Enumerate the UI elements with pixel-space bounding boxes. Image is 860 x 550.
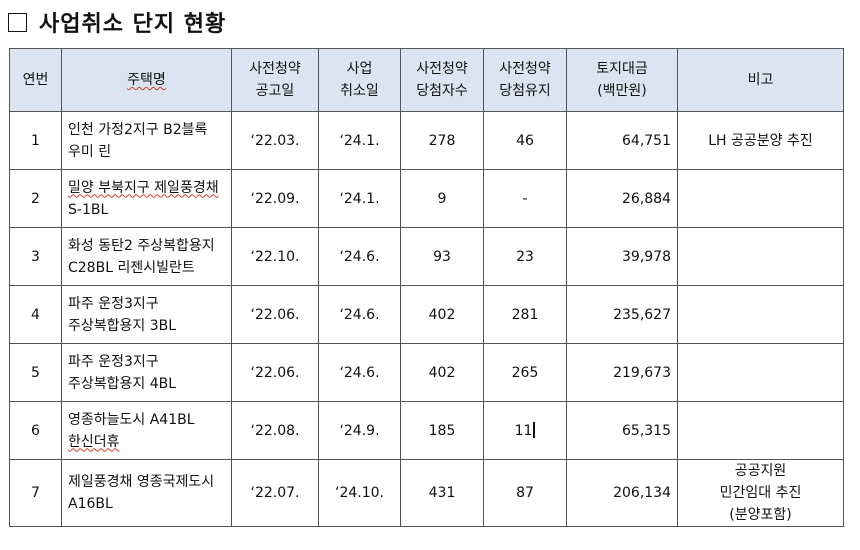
cell-announce: ‘22.07. [231,459,319,527]
cell-winners: 185 [400,401,484,460]
cell-winners: 431 [400,459,484,527]
cell-winners: 278 [400,111,484,170]
cell-no: 3 [9,227,62,286]
cell-cancel: ‘24.1. [318,169,401,228]
table-row: 3 화성 동탄2 주상복합용지 C28BL 리젠시빌란트 ‘22.10. ‘24… [9,227,844,286]
text-cursor-icon [533,421,536,438]
cell-announce: ‘22.06. [231,343,319,402]
header-winners: 사전청약 당첨자수 [400,48,484,112]
cell-note [677,227,844,286]
cell-cancel: ‘24.6. [318,227,401,286]
table-row: 7 제일풍경채 영종국제도시 A16BL ‘22.07. ‘24.10. 431… [9,459,844,527]
header-note: 비고 [677,48,844,112]
cell-note: LH 공공분양 추진 [677,111,844,170]
cell-note [677,343,844,402]
cell-land: 206,134 [566,459,678,527]
cell-announce: ‘22.08. [231,401,319,460]
cell-announce: ‘22.09. [231,169,319,228]
cell-kept: - [483,169,567,228]
header-land-price: 토지대금 (백만원) [566,48,678,112]
cell-no: 4 [9,285,62,344]
cell-cancel: ‘24.6. [318,285,401,344]
cell-kept: 265 [483,343,567,402]
cell-no: 2 [9,169,62,228]
cancelled-projects-table: 연번 주택명 사전청약 공고일 사업 취소일 사전청약 당첨자수 사전청약 당첨… [9,48,844,527]
cell-land: 219,673 [566,343,678,402]
cell-note: 공공지원 민간임대 추진 (분양포함) [677,459,844,527]
cell-name: 밀양 부북지구 제일풍경채 S-1BL [61,169,232,228]
checkbox-square-icon [8,12,27,32]
header-announce-date: 사전청약 공고일 [231,48,319,112]
cell-land: 235,627 [566,285,678,344]
cell-cancel: ‘24.10. [318,459,401,527]
table-header-row: 연번 주택명 사전청약 공고일 사업 취소일 사전청약 당첨자수 사전청약 당첨… [9,48,844,112]
cell-cancel: ‘24.1. [318,111,401,170]
table-row: 6 영종하늘도시 A41BL 한신더휴 ‘22.08. ‘24.9. 185 1… [9,401,844,460]
cell-kept: 23 [483,227,567,286]
table-row: 2 밀양 부북지구 제일풍경채 S-1BL ‘22.09. ‘24.1. 9 -… [9,169,844,228]
cell-land: 39,978 [566,227,678,286]
cell-note [677,285,844,344]
cell-no: 1 [9,111,62,170]
cell-announce: ‘22.10. [231,227,319,286]
cell-cancel: ‘24.9. [318,401,401,460]
header-name: 주택명 [61,48,232,112]
cell-winners: 402 [400,285,484,344]
cell-name: 인천 가정2지구 B2블록 우미 린 [61,111,232,170]
cell-announce: ‘22.03. [231,111,319,170]
cell-no: 6 [9,401,62,460]
cell-kept[interactable]: 11 [483,401,567,460]
cell-kept: 87 [483,459,567,527]
cell-name: 제일풍경채 영종국제도시 A16BL [61,459,232,527]
header-no: 연번 [9,48,62,112]
cell-no: 7 [9,459,62,527]
cell-winners: 93 [400,227,484,286]
cell-land: 64,751 [566,111,678,170]
cell-name: 영종하늘도시 A41BL 한신더휴 [61,401,232,460]
cell-note [677,169,844,228]
cell-announce: ‘22.06. [231,285,319,344]
cell-kept: 281 [483,285,567,344]
header-kept: 사전청약 당첨유지 [483,48,567,112]
cell-cancel: ‘24.6. [318,343,401,402]
table-row: 5 파주 운정3지구 주상복합용지 4BL ‘22.06. ‘24.6. 402… [9,343,844,402]
cell-name: 화성 동탄2 주상복합용지 C28BL 리젠시빌란트 [61,227,232,286]
cell-no: 5 [9,343,62,402]
cell-note [677,401,844,460]
section-title: 사업취소 단지 현황 [39,12,227,37]
table-row: 4 파주 운정3지구 주상복합용지 3BL ‘22.06. ‘24.6. 402… [9,285,844,344]
cell-name: 파주 운정3지구 주상복합용지 4BL [61,343,232,402]
cell-name: 파주 운정3지구 주상복합용지 3BL [61,285,232,344]
cell-winners: 402 [400,343,484,402]
cell-land: 26,884 [566,169,678,228]
header-cancel-date: 사업 취소일 [318,48,401,112]
cell-land: 65,315 [566,401,678,460]
table-row: 1 인천 가정2지구 B2블록 우미 린 ‘22.03. ‘24.1. 278 … [9,111,844,170]
cell-kept: 46 [483,111,567,170]
cell-kept-value: 11 [514,422,533,439]
section-heading: 사업취소 단지 현황 [8,4,226,40]
cell-winners: 9 [400,169,484,228]
